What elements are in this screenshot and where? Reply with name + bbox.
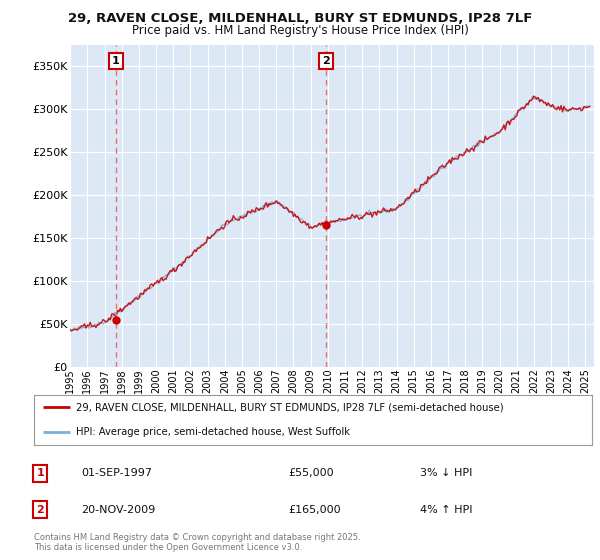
Text: HPI: Average price, semi-detached house, West Suffolk: HPI: Average price, semi-detached house,…	[76, 427, 350, 437]
Text: 01-SEP-1997: 01-SEP-1997	[81, 468, 152, 478]
Text: 29, RAVEN CLOSE, MILDENHALL, BURY ST EDMUNDS, IP28 7LF: 29, RAVEN CLOSE, MILDENHALL, BURY ST EDM…	[68, 12, 532, 25]
Text: 2: 2	[37, 505, 44, 515]
Text: 20-NOV-2009: 20-NOV-2009	[81, 505, 155, 515]
Text: 2: 2	[322, 56, 330, 66]
Text: £165,000: £165,000	[288, 505, 341, 515]
Text: This data is licensed under the Open Government Licence v3.0.: This data is licensed under the Open Gov…	[34, 543, 302, 552]
Text: 1: 1	[112, 56, 120, 66]
Text: 29, RAVEN CLOSE, MILDENHALL, BURY ST EDMUNDS, IP28 7LF (semi-detached house): 29, RAVEN CLOSE, MILDENHALL, BURY ST EDM…	[76, 403, 503, 413]
Text: Price paid vs. HM Land Registry's House Price Index (HPI): Price paid vs. HM Land Registry's House …	[131, 24, 469, 37]
Text: Contains HM Land Registry data © Crown copyright and database right 2025.: Contains HM Land Registry data © Crown c…	[34, 533, 361, 542]
Text: £55,000: £55,000	[288, 468, 334, 478]
Text: 3% ↓ HPI: 3% ↓ HPI	[420, 468, 472, 478]
Text: 4% ↑ HPI: 4% ↑ HPI	[420, 505, 473, 515]
Text: 1: 1	[37, 468, 44, 478]
